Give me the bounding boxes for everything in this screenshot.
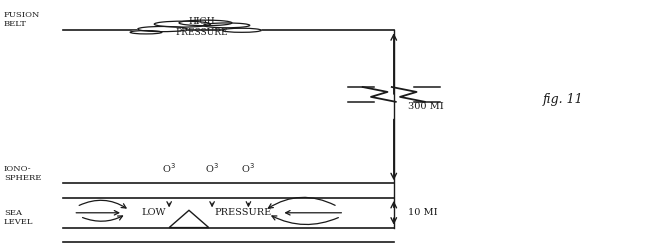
Text: 10 MI: 10 MI: [408, 208, 438, 217]
Text: IONO-
SPHERE: IONO- SPHERE: [4, 165, 41, 182]
Text: O$^3$: O$^3$: [162, 161, 176, 175]
Text: O$^3$: O$^3$: [205, 161, 219, 175]
Text: fig. 11: fig. 11: [542, 93, 583, 106]
Ellipse shape: [130, 31, 162, 34]
Text: FUSION
BELT: FUSION BELT: [4, 11, 40, 28]
Ellipse shape: [203, 23, 250, 28]
Text: SEA
LEVEL: SEA LEVEL: [4, 209, 34, 226]
Text: LOW: LOW: [142, 208, 166, 217]
Text: 300 MI: 300 MI: [408, 102, 444, 111]
Ellipse shape: [179, 20, 232, 26]
Ellipse shape: [154, 21, 211, 27]
Text: HIGH
PRESSURE: HIGH PRESSURE: [176, 17, 228, 37]
Ellipse shape: [222, 28, 261, 32]
Ellipse shape: [138, 27, 187, 32]
Text: PRESSURE: PRESSURE: [214, 208, 271, 217]
Text: O$^3$: O$^3$: [242, 161, 256, 175]
